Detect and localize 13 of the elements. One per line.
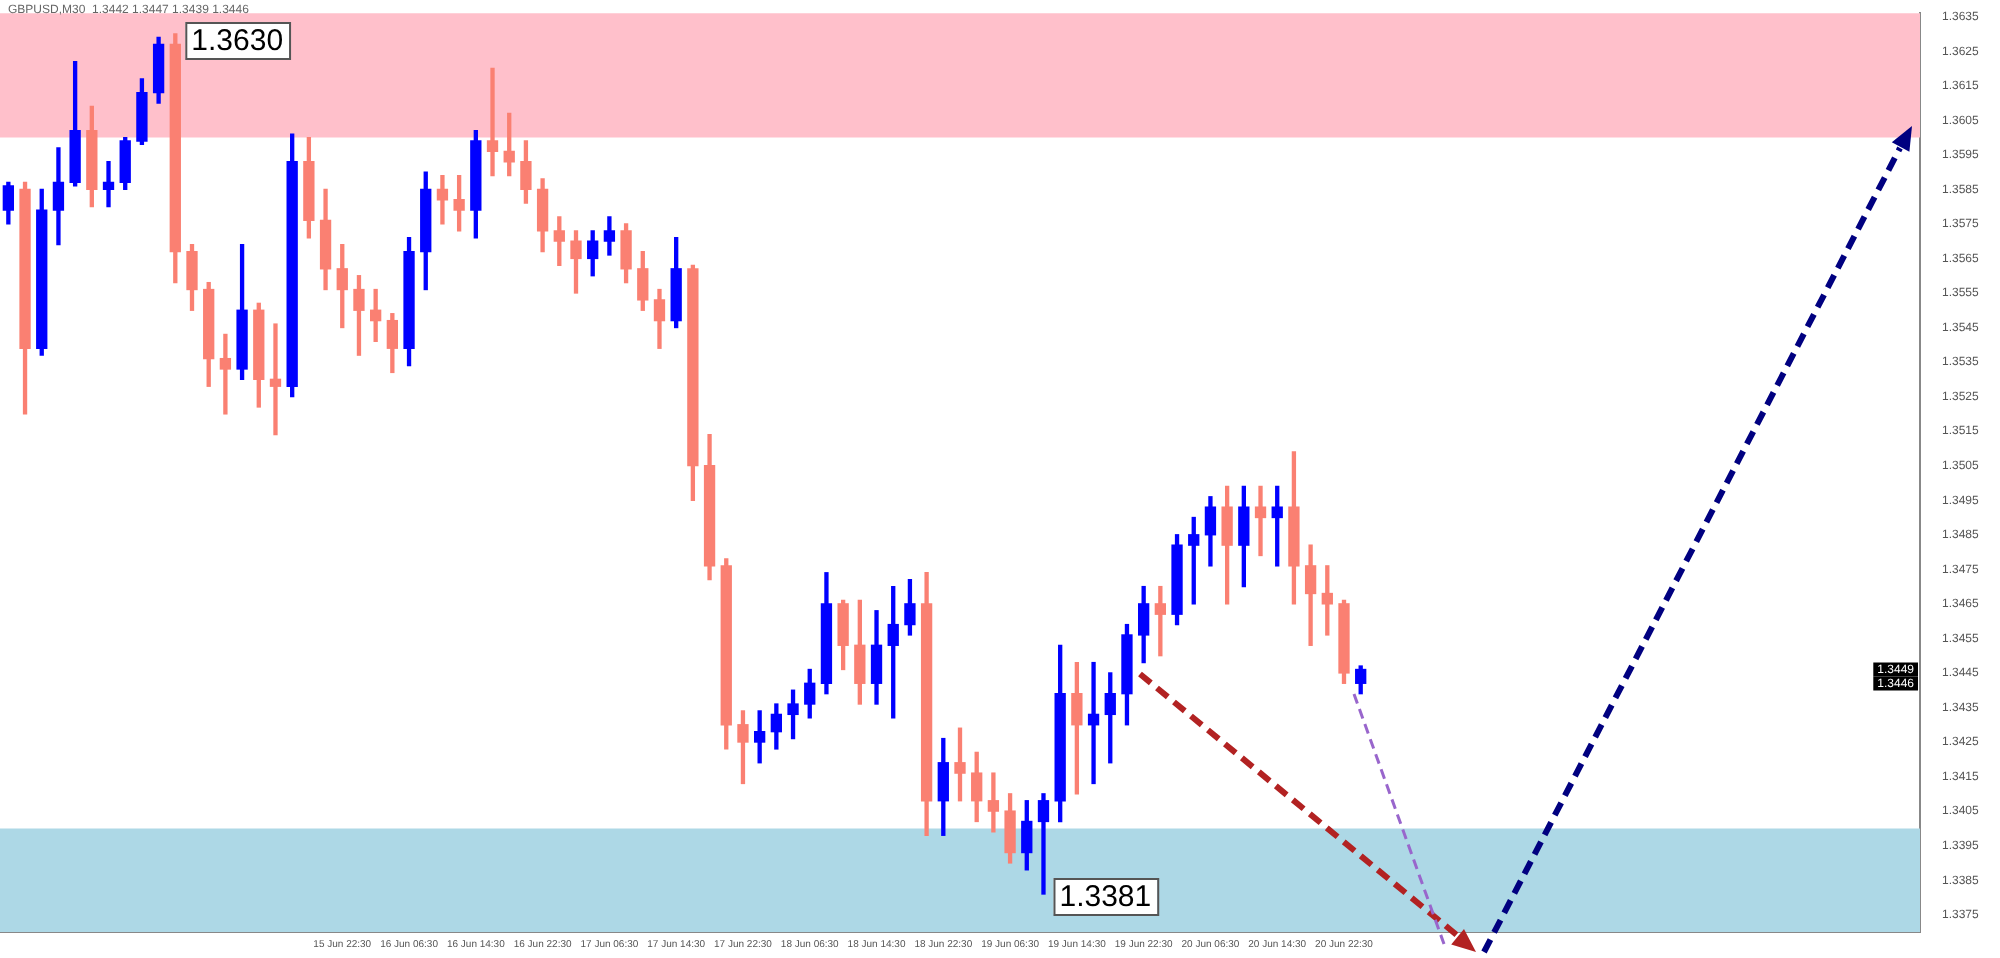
candlestick	[1254, 485, 1267, 557]
candlestick	[1037, 793, 1050, 895]
candlestick	[486, 67, 499, 177]
candlestick	[269, 323, 282, 436]
candlestick	[1154, 585, 1167, 657]
candlestick	[436, 174, 449, 225]
candlestick	[1087, 661, 1100, 785]
candlestick	[219, 333, 232, 415]
candlestick	[102, 161, 115, 208]
candlestick	[987, 772, 1000, 833]
candlestick	[369, 288, 382, 342]
annotation: 1.3630	[191, 24, 284, 59]
annotation: 1.3381	[1059, 880, 1152, 915]
